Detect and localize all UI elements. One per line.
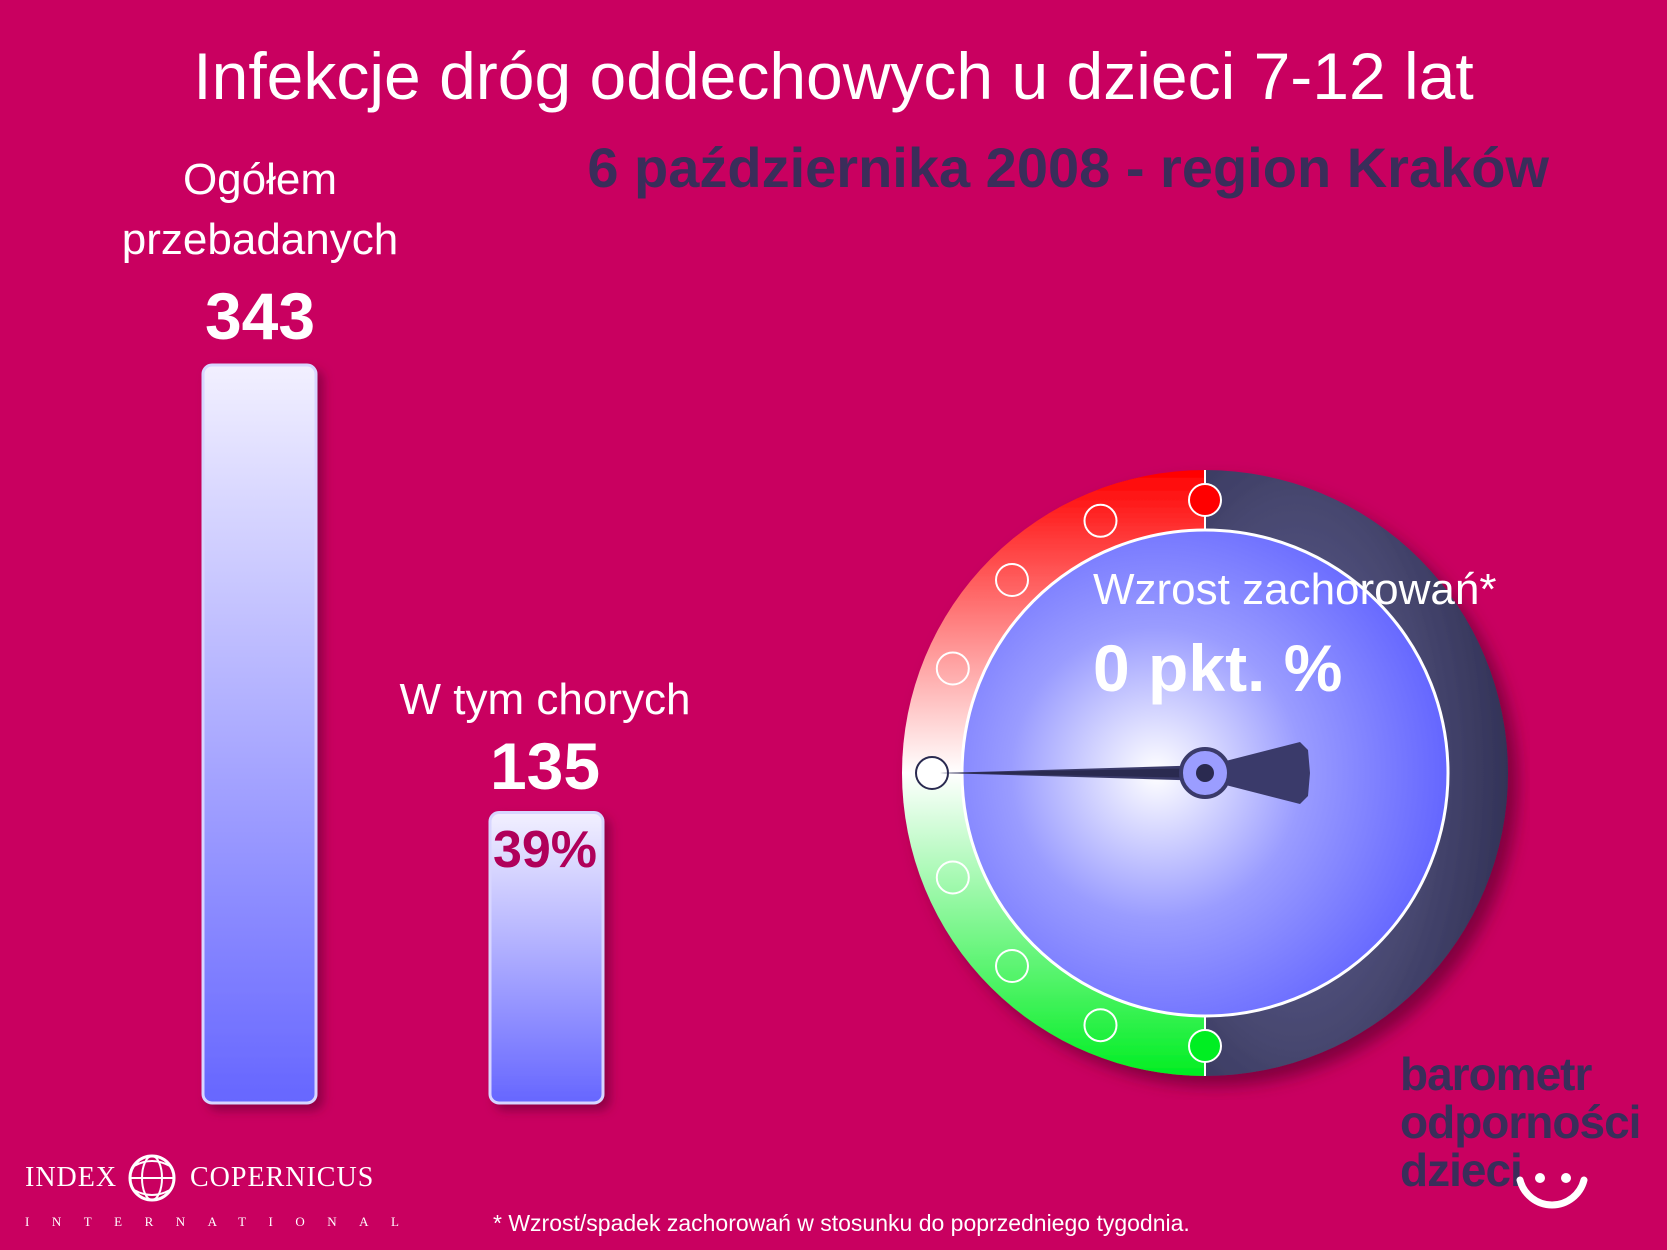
bar-total	[201, 363, 318, 1105]
globe-icon	[128, 1154, 176, 1202]
bar-total-value: 343	[204, 279, 316, 353]
gauge-tick	[935, 651, 970, 686]
gauge-tick	[935, 860, 970, 895]
brand-line2: odporności	[1400, 1096, 1641, 1148]
brand-line3: dzieci	[1400, 1144, 1523, 1196]
gauge-tick	[1083, 503, 1118, 538]
gauge-label: Wzrost zachorowań*	[1093, 565, 1497, 614]
gauge-tick	[1083, 1008, 1118, 1043]
logo-index-word: INDEX	[25, 1162, 118, 1193]
gauge-needle	[940, 742, 1310, 804]
chart-title: Infekcje dróg oddechowych u dzieci 7-12 …	[193, 39, 1474, 113]
gauge-tick	[995, 563, 1029, 597]
barometer-gauge	[902, 470, 1508, 1076]
bar-sick	[488, 811, 605, 1105]
bar-sick-label: W tym chorych	[399, 675, 691, 724]
brand-line1: barometr	[1400, 1048, 1592, 1100]
logo-copernicus-word: COPERNICUS	[190, 1162, 375, 1193]
gauge-value: 0 pkt. %	[1093, 631, 1343, 705]
brand-logo: barometr odporności dzieci	[1400, 1048, 1641, 1196]
footnote: * Wzrost/spadek zachorowań w stosunku do…	[493, 1210, 1190, 1236]
smiley-icon	[1516, 1173, 1588, 1209]
bar-sick-percent: 39%	[492, 821, 598, 879]
logo-international-word: INTERNATIONAL	[25, 1214, 422, 1229]
bar-total-label: Ogółem przebadanych	[60, 150, 460, 270]
gauge-tick	[995, 949, 1029, 983]
bar-total-label-line1: Ogółem	[182, 155, 338, 204]
gauge-tick	[1188, 1029, 1222, 1063]
gauge-tick	[1188, 483, 1222, 517]
bar-total-label-line2: przebadanych	[121, 215, 399, 264]
chart-subtitle: 6 października 2008 - region Kraków	[587, 136, 1549, 199]
bar-sick-value: 135	[489, 729, 601, 803]
